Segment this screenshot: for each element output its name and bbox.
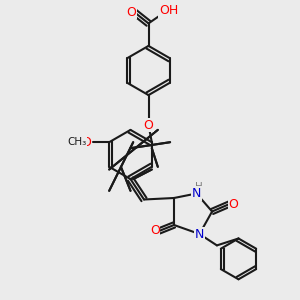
Text: N: N: [192, 187, 201, 200]
Text: O: O: [81, 136, 91, 149]
Text: H: H: [195, 182, 203, 192]
Text: CH₃: CH₃: [67, 137, 86, 147]
Text: O: O: [127, 5, 136, 19]
Text: O: O: [144, 118, 153, 132]
Text: O: O: [150, 224, 160, 238]
Text: OH: OH: [159, 4, 178, 17]
Text: N: N: [195, 227, 204, 241]
Text: O: O: [228, 197, 238, 211]
